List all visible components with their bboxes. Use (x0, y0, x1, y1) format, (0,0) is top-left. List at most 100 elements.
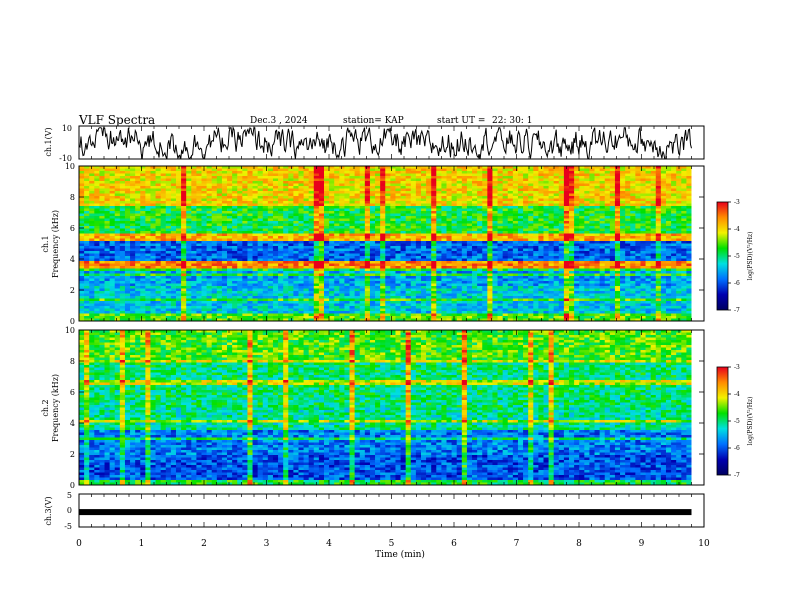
spectrogram-cell (538, 266, 544, 269)
spectrogram-cell (400, 191, 407, 194)
spectrogram-cell (466, 196, 473, 199)
spectrogram-cell (390, 251, 396, 254)
spectrogram-cell (354, 233, 361, 237)
spectrogram-cell (324, 268, 330, 272)
spectrogram-cell (420, 223, 427, 227)
spectrogram-cell (538, 216, 544, 219)
spectrogram-cell (569, 248, 575, 252)
spectrogram-cell (165, 266, 172, 269)
spectrogram-cell (201, 226, 207, 229)
spectrogram-cell (211, 251, 218, 254)
spectrogram-cell (686, 183, 692, 187)
spectrogram-cell (288, 258, 294, 262)
spectrogram-cell (543, 233, 549, 237)
spectrogram-cell (262, 181, 269, 184)
spectrogram-cell (604, 183, 611, 187)
spectrogram-cell (451, 221, 458, 224)
spectrogram-cell (175, 198, 182, 202)
spectrogram-cell (512, 266, 519, 269)
spectrogram-cell (665, 173, 672, 177)
spectrogram-cell (89, 246, 95, 249)
spectrogram-cell (574, 216, 580, 219)
spectrogram-cell (594, 178, 601, 182)
spectrogram-cell (293, 248, 299, 252)
spectrogram-cell (665, 218, 672, 222)
spectrogram-cell (579, 183, 585, 187)
spectrogram-cell (436, 223, 442, 227)
spectrogram-cell (660, 238, 667, 242)
spectrogram-cell (660, 236, 667, 239)
spectrogram-cell (665, 211, 672, 214)
spectrogram-cell (140, 166, 146, 169)
spectrogram-cell (109, 216, 116, 219)
spectrogram-cell (456, 236, 463, 239)
spectrogram-cell (339, 231, 345, 234)
spectrogram-cell (278, 223, 284, 227)
spectrogram-cell (201, 251, 207, 254)
spectrogram-cell (329, 213, 335, 217)
spectrogram-cell (400, 236, 407, 239)
spectrogram-cell (283, 178, 289, 182)
spectrogram-cell (79, 261, 85, 264)
spectrogram-cell (614, 218, 621, 222)
spectrogram-cell (676, 223, 682, 227)
spectrogram-cell (681, 181, 687, 184)
spectrogram-cell (681, 256, 687, 259)
spectrogram-cell (400, 171, 407, 174)
spectrogram-cell (186, 226, 192, 229)
spectrogram-cell (252, 193, 259, 197)
spectrogram-cell (380, 261, 386, 264)
spectrogram-cell (405, 191, 412, 194)
spectrogram-cell (298, 238, 304, 242)
spectrogram-cell (303, 233, 310, 237)
spectrogram-cell (635, 238, 641, 242)
spectrogram-cell (364, 263, 371, 267)
spectrogram-cell (502, 198, 509, 202)
spectrogram-cell (614, 263, 621, 267)
spectrogram-cell (405, 268, 412, 272)
spectrogram-cell (390, 258, 396, 262)
spectrogram-cell (160, 183, 167, 187)
spectrogram-cell (558, 191, 565, 194)
spectrogram-cell (620, 243, 626, 247)
spectrogram-cell (267, 231, 274, 234)
spectrogram-cell (303, 201, 310, 204)
spectrogram-cell (380, 223, 386, 227)
spectrogram-cell (441, 186, 447, 189)
spectrogram-cell (278, 191, 284, 194)
spectrogram-cell (395, 216, 401, 219)
spectrogram-cell (369, 181, 376, 184)
spectrogram-cell (308, 248, 315, 252)
spectrogram-cell (262, 243, 269, 247)
spectrogram-cell (181, 231, 187, 234)
spectrogram-cell (456, 191, 463, 194)
spectrogram-cell (589, 201, 595, 204)
spectrogram-cell (497, 183, 504, 187)
spectrogram-cell (630, 238, 636, 242)
spectrogram-cell (390, 213, 396, 217)
spectrogram-cell (288, 216, 294, 219)
spectrogram-cell (89, 196, 95, 199)
spectrogram-cell (609, 266, 616, 269)
spectrogram-cell (135, 261, 141, 264)
spectrogram-cell (293, 246, 299, 249)
spectrogram-cell (84, 246, 90, 249)
spectrogram-cell (155, 186, 162, 189)
spectrogram-cell (574, 243, 580, 247)
spectrogram-cell (574, 223, 580, 227)
spectrogram-cell (456, 196, 463, 199)
spectrogram-cell (181, 196, 187, 199)
spectrogram-cell (446, 203, 452, 207)
spectrogram-cell (339, 248, 345, 252)
spectrogram-cell (221, 216, 228, 219)
spectrogram-cell (119, 243, 126, 247)
spectrogram-cell (563, 231, 570, 234)
spectrogram-cell (237, 168, 243, 172)
spectrogram-cell (303, 196, 310, 199)
spectrogram-cell (487, 171, 493, 174)
spectrogram-cell (655, 176, 662, 179)
spectrogram-cell (420, 243, 427, 247)
spectrogram-cell (359, 186, 366, 189)
spectrogram-cell (272, 268, 279, 272)
spectrogram-cell (135, 178, 141, 182)
